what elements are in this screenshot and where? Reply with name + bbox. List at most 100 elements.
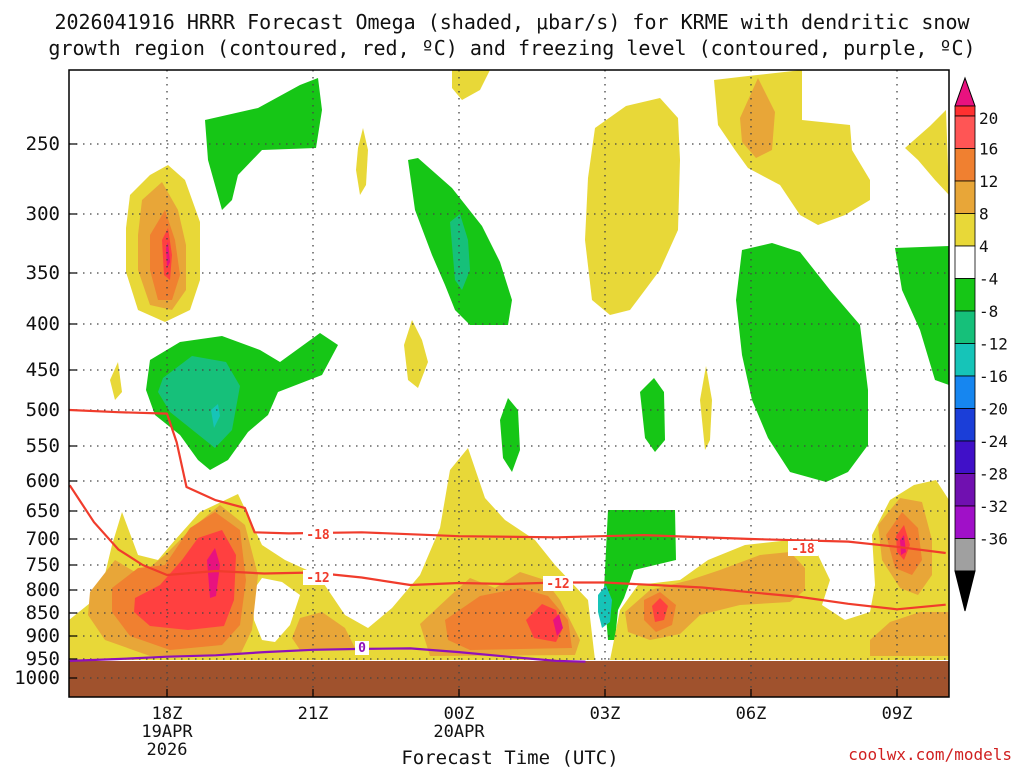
- x-tick-sublabel: 2026: [147, 740, 188, 760]
- omega-neg8-core: [450, 214, 470, 290]
- colorbar-swatch: [954, 213, 976, 247]
- colorbar-swatch: [954, 148, 976, 182]
- colorbar-swatch: [954, 278, 976, 312]
- y-tick-label: 400: [26, 313, 60, 335]
- y-axis-labels: 2503003504004505005506006507007508008509…: [14, 133, 60, 689]
- dgz-minus12-label: -12: [306, 571, 329, 586]
- label-bg: [788, 541, 818, 556]
- omega-neg-region: [640, 378, 665, 452]
- colorbar-label: -16: [979, 367, 1008, 386]
- y-tick-label: 1000: [14, 667, 60, 689]
- label-bg: [303, 527, 333, 542]
- colorbar-swatch: [954, 538, 976, 572]
- colorbar-swatch: [954, 440, 976, 474]
- y-tick-label: 700: [26, 528, 60, 550]
- colorbar-swatch: [954, 343, 976, 377]
- y-tick-label: 750: [26, 554, 60, 576]
- x-tick-label: 06Z: [736, 704, 767, 724]
- x-tick-sublabel: 20APR: [433, 722, 485, 742]
- omega-pos8-region: [740, 78, 775, 158]
- colorbar-bottom-arrow: [954, 570, 976, 612]
- colorbar-swatch: [954, 505, 976, 539]
- omega-neg12-core: [598, 585, 612, 628]
- x-tick-label: 03Z: [590, 704, 621, 724]
- omega-neg-region: [604, 510, 676, 640]
- dgz-minus18-label: -18: [306, 528, 330, 543]
- dgz-minus12-contour: [69, 484, 946, 611]
- dgz-minus18-contour: [69, 408, 946, 555]
- omega-pos-region: [585, 98, 680, 315]
- freezing-level-label: 0: [358, 641, 366, 656]
- contour-labels: -18 -18 -12 -12 0: [303, 527, 818, 656]
- colorbar-swatch: [954, 105, 976, 117]
- colorbar-label: 4: [979, 237, 989, 256]
- freezing-level-contour: [69, 647, 586, 663]
- dgz-minus18-label-2: -18: [791, 542, 815, 557]
- watermark: coolwx.com/models: [848, 745, 1012, 764]
- omega-pos-region: [905, 110, 949, 195]
- chart-title-line2: growth region (contoured, red, ºC) and f…: [48, 36, 975, 60]
- y-tick-label: 950: [26, 648, 60, 670]
- omega-neg8-core: [158, 356, 240, 448]
- y-tick-label: 450: [26, 359, 60, 381]
- omega-neg-region: [736, 243, 868, 482]
- omega-pos20-region: [166, 242, 170, 268]
- omega-pos-region: [404, 320, 428, 388]
- colorbar-swatch: [954, 245, 976, 279]
- grid-layer: [69, 70, 949, 697]
- omega-pos20-region: [900, 535, 906, 555]
- omega-zero-gap: [252, 578, 300, 642]
- omega-pos-region: [700, 366, 712, 450]
- omega-neg-region: [205, 78, 322, 210]
- y-tick-label: 600: [26, 470, 60, 492]
- omega-pos8-region: [870, 612, 949, 656]
- colorbar-label: -12: [979, 335, 1008, 354]
- x-tick-label: 18Z: [152, 704, 183, 724]
- y-tick-label: 250: [26, 133, 60, 155]
- omega-pos16-region: [652, 598, 668, 622]
- omega-neg-region: [500, 398, 520, 472]
- colorbar-label: -24: [979, 432, 1008, 451]
- colorbar-label: 12: [979, 172, 998, 191]
- y-tick-label: 650: [26, 500, 60, 522]
- colorbar-label: -4: [979, 270, 998, 289]
- colorbar-swatch: [954, 310, 976, 344]
- colorbar-swatch: [954, 408, 976, 442]
- colorbar-swatch: [954, 375, 976, 409]
- omega-pos20-region: [207, 548, 220, 598]
- dgz-minus12-label-2: -12: [546, 577, 569, 592]
- y-tick-label: 550: [26, 435, 60, 457]
- chart-title-line1: 2026041916 HRRR Forecast Omega (shaded, …: [54, 10, 970, 34]
- colorbar-label: 8: [979, 205, 989, 224]
- colorbar-label: 20: [979, 109, 998, 128]
- y-tick-label: 350: [26, 262, 60, 284]
- omega-pos-region: [110, 362, 122, 400]
- colorbar-label: 16: [979, 140, 998, 159]
- colorbar-swatch: [954, 115, 976, 149]
- ground-layer: [69, 661, 949, 697]
- colorbar-swatch: [954, 473, 976, 507]
- omega-pos-region: [356, 128, 368, 195]
- label-bg: [543, 576, 573, 591]
- plot-frame: [68, 69, 950, 698]
- label-bg: [355, 641, 369, 655]
- omega-pos8-region: [292, 612, 355, 650]
- contour-layer: [69, 408, 946, 663]
- colorbar-label: -32: [979, 497, 1008, 516]
- x-tick-label: 09Z: [882, 704, 913, 724]
- omega-neg-region: [895, 246, 949, 385]
- x-tick-label: 00Z: [444, 704, 475, 724]
- y-tick-label: 850: [26, 602, 60, 624]
- x-tick-sublabel: 19APR: [141, 722, 193, 742]
- colorbar-label: -36: [979, 530, 1008, 549]
- colorbar-label: -28: [979, 465, 1008, 484]
- x-tick-label: 21Z: [298, 704, 329, 724]
- x-axis-title: Forecast Time (UTC): [401, 747, 618, 768]
- y-tick-label: 500: [26, 399, 60, 421]
- colorbar-top-arrow: [954, 76, 976, 107]
- colorbar-swatch: [954, 180, 976, 214]
- y-tick-label: 900: [26, 625, 60, 647]
- label-bg: [303, 570, 333, 585]
